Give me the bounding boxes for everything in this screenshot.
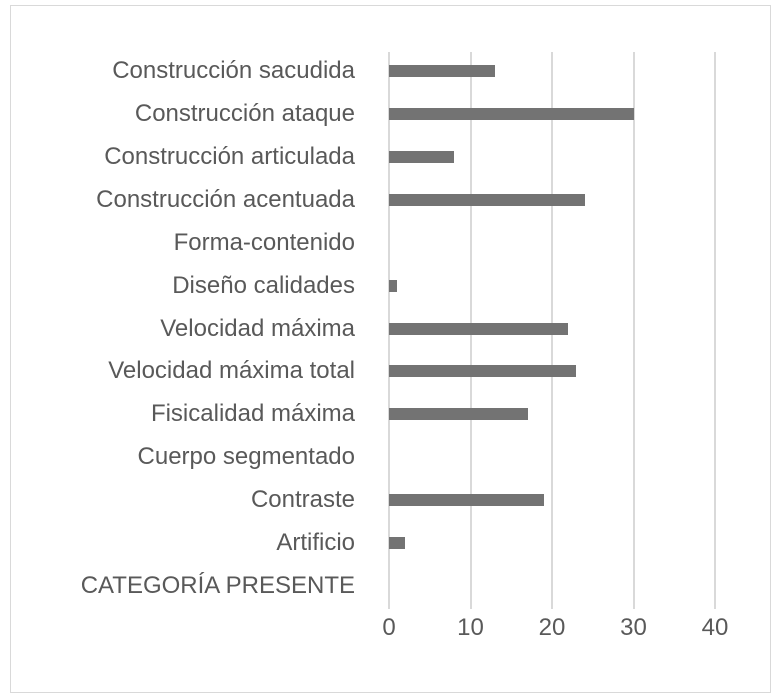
category-label: Contraste: [250, 485, 355, 513]
x-tick-label: 0: [382, 614, 396, 641]
x-tick-label: 20: [538, 614, 566, 641]
bar: [389, 322, 569, 335]
category-label: Construcción articulada: [104, 143, 355, 171]
bar: [389, 193, 585, 206]
category-label: Cuerpo segmentado: [137, 443, 355, 471]
category-label: Construcción sacudida: [112, 57, 355, 85]
x-tick-label: 40: [701, 614, 729, 641]
category-label: Velocidad máxima: [160, 314, 355, 342]
bar: [389, 365, 577, 378]
x-tick-label: 10: [457, 614, 484, 641]
bar: [389, 536, 406, 549]
category-label: CATEGORÍA PRESENTE: [80, 571, 355, 599]
bar: [389, 65, 495, 78]
category-label: Artificio: [276, 528, 355, 556]
category-label: Forma-contenido: [173, 228, 355, 256]
category-label: Fisicalidad máxima: [150, 400, 355, 428]
gridline: [714, 52, 716, 609]
category-label: Velocidad máxima total: [108, 357, 355, 385]
bar: [389, 493, 544, 506]
category-label: Diseño calidades: [172, 271, 355, 299]
bar: [389, 151, 455, 164]
category-label: Construcción acentuada: [96, 185, 355, 213]
plot-area: [388, 52, 718, 609]
bar: [389, 108, 634, 121]
bar: [389, 279, 398, 292]
x-tick-label: 30: [620, 614, 647, 641]
bar: [389, 408, 528, 421]
gridline: [632, 52, 635, 609]
category-label: Construcción ataque: [134, 100, 355, 128]
